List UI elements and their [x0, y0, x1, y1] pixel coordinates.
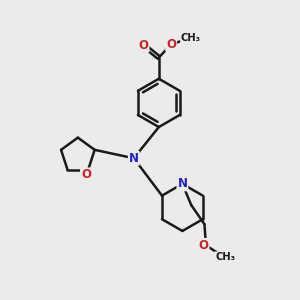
Text: CH₃: CH₃	[215, 252, 235, 262]
Text: O: O	[199, 239, 208, 252]
Text: O: O	[81, 168, 91, 182]
Text: N: N	[129, 152, 139, 165]
Text: O: O	[139, 39, 148, 52]
Text: O: O	[166, 38, 176, 51]
Text: CH₃: CH₃	[181, 32, 201, 43]
Text: N: N	[177, 177, 188, 190]
